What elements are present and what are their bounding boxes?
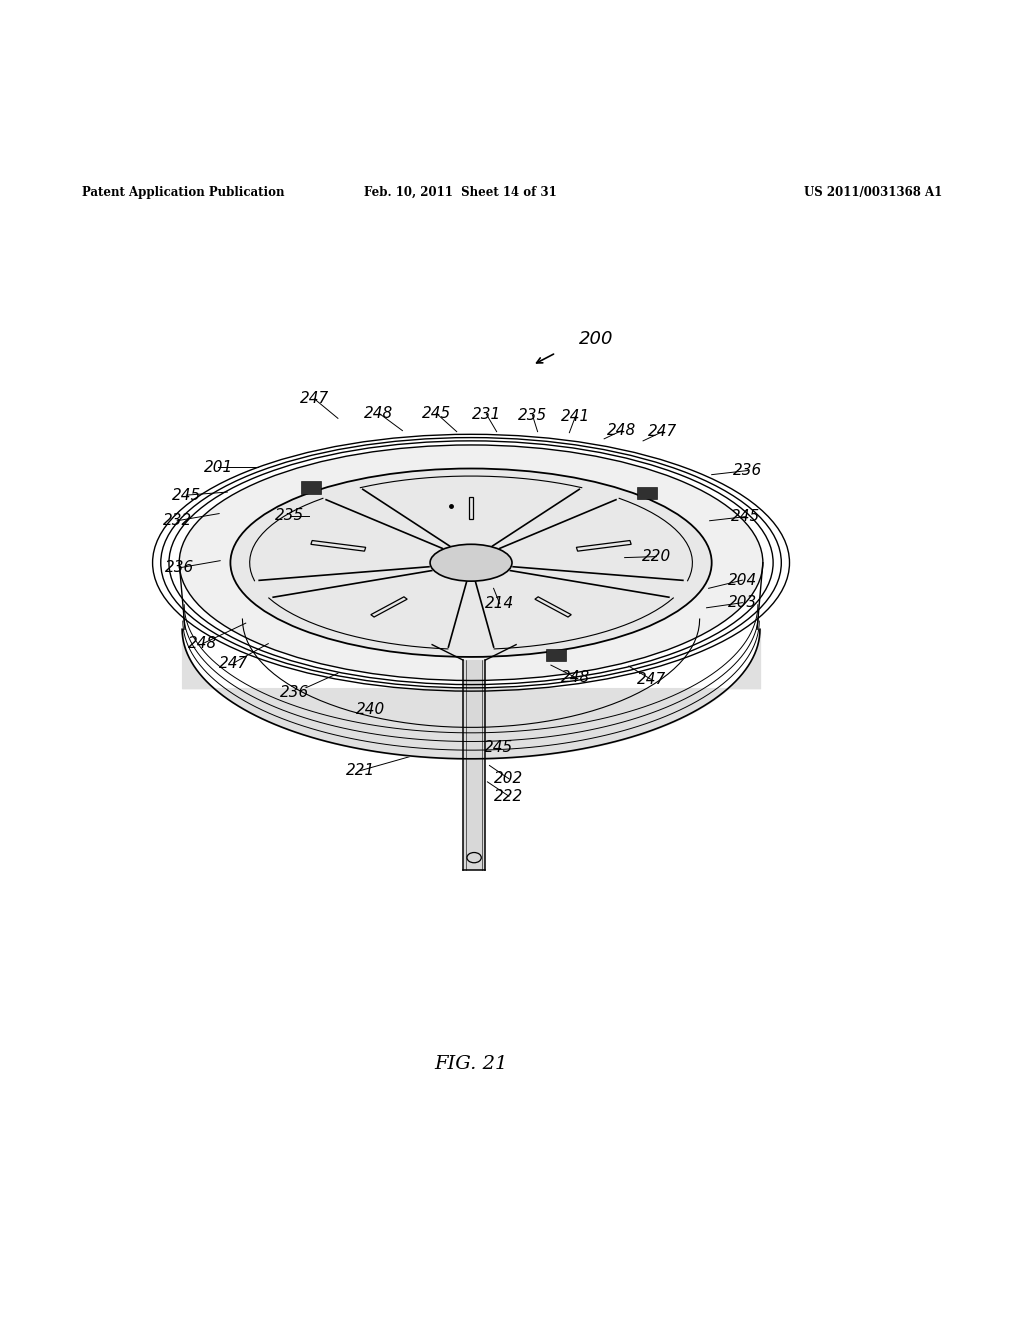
- Text: 248: 248: [365, 405, 393, 421]
- Text: 247: 247: [637, 672, 666, 686]
- Text: 248: 248: [561, 671, 590, 685]
- Text: 236: 236: [281, 685, 309, 701]
- Bar: [546, 649, 566, 661]
- Text: 248: 248: [188, 636, 217, 651]
- Text: 245: 245: [731, 510, 760, 524]
- Text: 236: 236: [165, 560, 194, 576]
- Text: 214: 214: [485, 597, 514, 611]
- Text: FIG. 21: FIG. 21: [434, 1056, 508, 1073]
- Text: 247: 247: [300, 391, 329, 407]
- Text: 247: 247: [219, 656, 248, 671]
- Ellipse shape: [179, 445, 763, 681]
- Bar: [301, 482, 322, 494]
- Text: 222: 222: [495, 788, 523, 804]
- Ellipse shape: [230, 469, 712, 657]
- Text: 245: 245: [422, 405, 451, 421]
- Text: 221: 221: [346, 763, 375, 777]
- Text: 204: 204: [728, 573, 757, 587]
- Text: 247: 247: [648, 424, 677, 440]
- Text: 235: 235: [518, 408, 547, 422]
- Text: 245: 245: [484, 739, 513, 755]
- Text: 236: 236: [733, 463, 762, 478]
- Text: Feb. 10, 2011  Sheet 14 of 31: Feb. 10, 2011 Sheet 14 of 31: [365, 186, 557, 198]
- Text: 240: 240: [356, 702, 385, 717]
- Bar: [637, 487, 657, 499]
- Text: 248: 248: [607, 424, 636, 438]
- Bar: [463, 660, 485, 870]
- Text: 202: 202: [495, 771, 523, 787]
- Text: 203: 203: [728, 595, 757, 610]
- Ellipse shape: [430, 544, 512, 581]
- Text: US 2011/0031368 A1: US 2011/0031368 A1: [804, 186, 942, 198]
- Text: 201: 201: [204, 459, 232, 475]
- Text: 231: 231: [472, 407, 501, 422]
- Text: Patent Application Publication: Patent Application Publication: [82, 186, 285, 198]
- Text: 200: 200: [579, 330, 613, 348]
- Text: 241: 241: [561, 409, 590, 424]
- Text: 235: 235: [275, 508, 304, 523]
- Text: 245: 245: [172, 487, 201, 503]
- Text: 232: 232: [163, 513, 191, 528]
- Text: 220: 220: [642, 549, 671, 564]
